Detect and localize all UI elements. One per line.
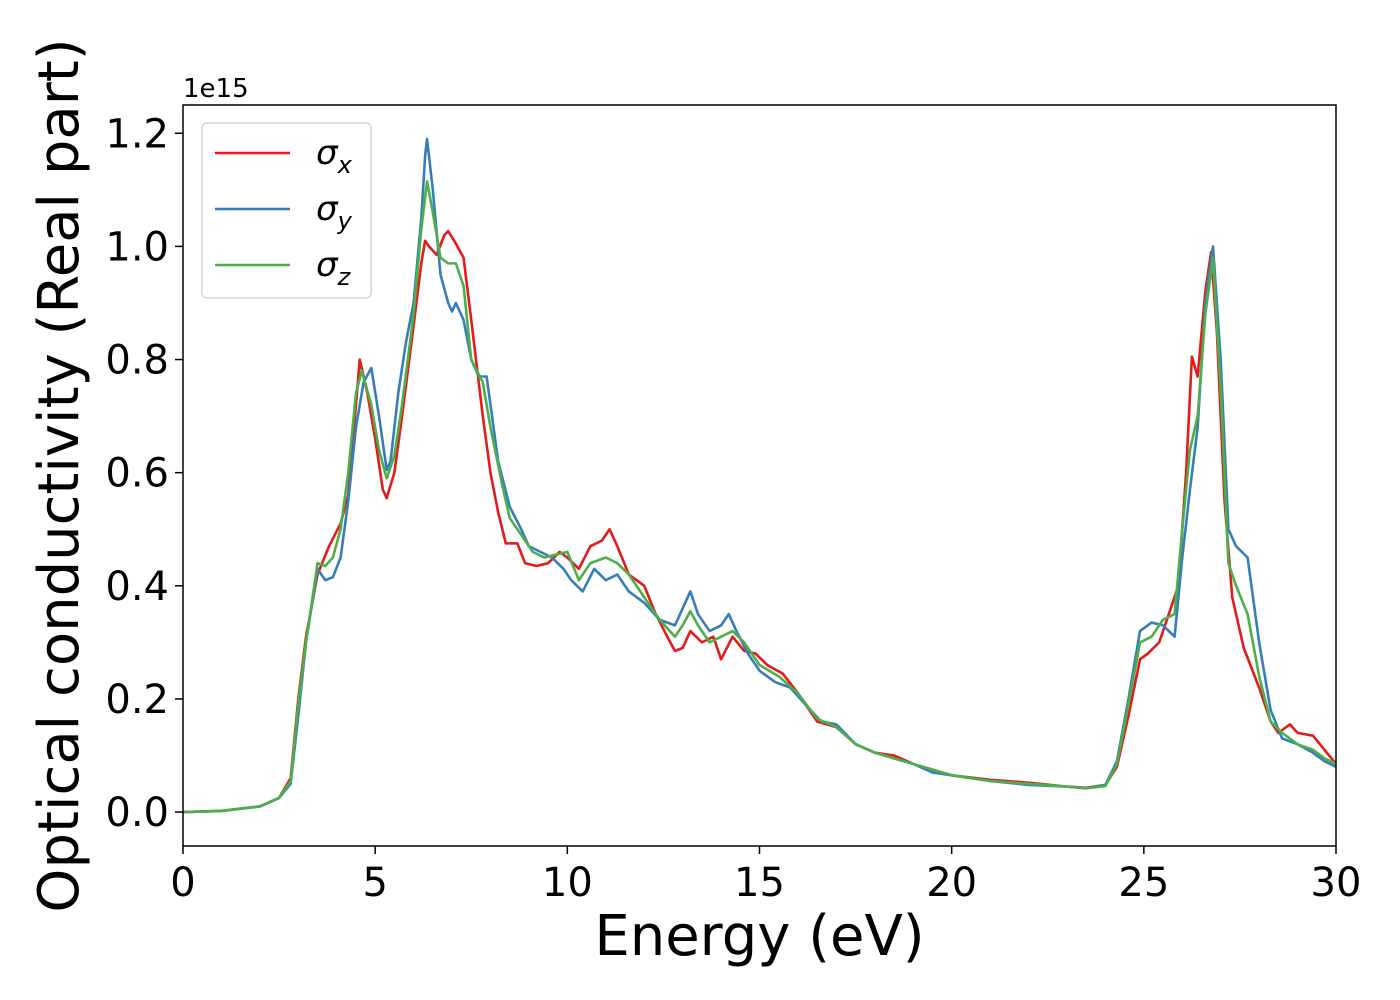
- series-line-sigma-z: [183, 180, 1336, 814]
- x-tick-label: 25: [1118, 860, 1169, 906]
- x-axis-label: Energy (eV): [594, 904, 924, 969]
- x-tick-label: 30: [1311, 860, 1362, 906]
- y-tick-label: 0.0: [105, 790, 169, 836]
- legend-box: [201, 122, 372, 299]
- x-tick-label: 5: [362, 860, 387, 906]
- series-line-sigma-x: [183, 229, 1336, 814]
- y-tick-label: 1.2: [105, 111, 169, 157]
- x-tick-label: 15: [734, 860, 785, 906]
- y-axis-label: Optical conductivity (Real part): [27, 38, 92, 912]
- y-tick-label: 0.4: [105, 564, 169, 610]
- y-tick-label: 0.2: [105, 677, 169, 723]
- y-offset-label: 1e15: [183, 74, 249, 104]
- x-axis: 0 5 10 15 20 25 30: [170, 846, 1361, 906]
- y-tick-label: 0.8: [105, 338, 169, 384]
- y-axis: 0.0 0.2 0.4 0.6 0.8 1.0 1.2: [105, 111, 183, 836]
- x-tick-label: 10: [542, 860, 593, 906]
- series-layer: [183, 137, 1336, 814]
- x-tick-label: 20: [926, 860, 977, 906]
- y-tick-label: 1.0: [105, 224, 169, 270]
- y-tick-label: 0.6: [105, 451, 169, 497]
- x-tick-label: 0: [170, 860, 195, 906]
